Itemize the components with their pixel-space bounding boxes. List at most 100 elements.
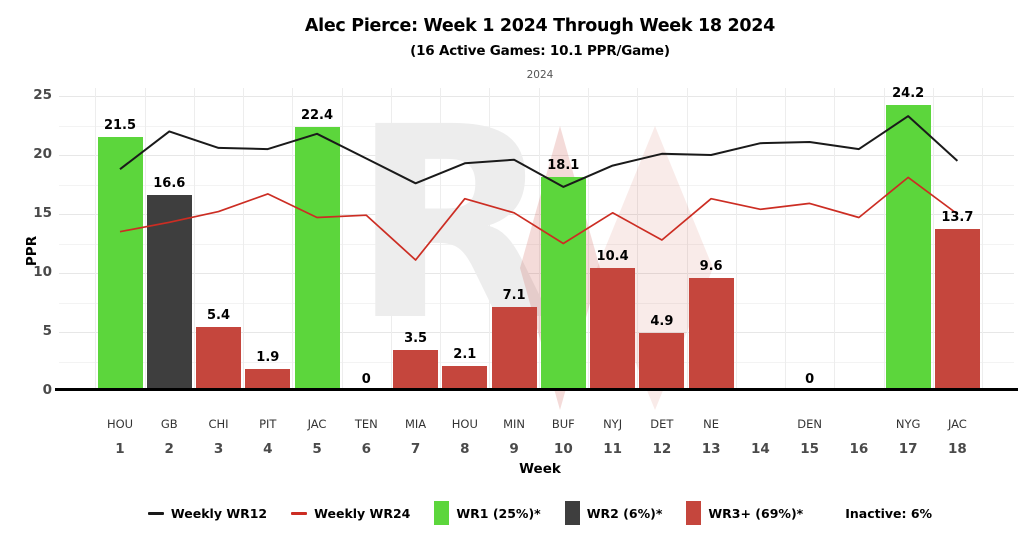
bar-week-2 xyxy=(146,195,192,391)
x-tick-opponent: DEN xyxy=(797,417,822,431)
legend-label: WR2 (6%)* xyxy=(586,505,663,521)
gridline-vertical xyxy=(932,88,934,391)
chart-title: Alec Pierce: Week 1 2024 Through Week 18… xyxy=(304,16,776,36)
bar-week-10 xyxy=(540,177,586,391)
x-tick-opponent: JAC xyxy=(307,417,327,431)
bar-week-18 xyxy=(934,229,980,391)
legend-line-swatch xyxy=(291,511,308,515)
x-tick-week: 12 xyxy=(652,441,672,457)
x-tick-opponent: JAC xyxy=(947,417,967,431)
plot-area: R 21.5 16.6 5.4 1.9 22.4 0 3.5 2.1 7.1 18.1 10.4 4.… xyxy=(55,71,1018,410)
bar-week-3 xyxy=(196,327,241,391)
x-axis-title: Week xyxy=(519,461,561,477)
bar-value-label: 24.2 xyxy=(892,86,925,102)
legend-label: Inactive: 6% xyxy=(845,505,933,521)
gridline-vertical xyxy=(489,88,491,391)
bar-week-13 xyxy=(688,277,734,391)
x-tick-week: 15 xyxy=(800,441,820,457)
x-tick-opponent: MIA xyxy=(404,417,427,431)
bar-value-label: 7.1 xyxy=(502,288,526,304)
gridline-horizontal xyxy=(59,302,1014,304)
legend-line-swatch xyxy=(147,511,164,515)
legend-color-swatch xyxy=(564,501,580,525)
gridline-vertical xyxy=(292,88,294,391)
x-tick-week: 3 xyxy=(213,441,224,457)
bar-value-label: 13.7 xyxy=(941,210,974,226)
gridline-vertical xyxy=(834,88,836,391)
x-tick-week: 18 xyxy=(948,441,967,457)
x-tick-week: 11 xyxy=(603,441,622,457)
x-tick-week: 9 xyxy=(509,441,519,457)
legend-color-swatch xyxy=(686,501,702,525)
gridline-vertical xyxy=(390,88,392,391)
x-tick-opponent: NYG xyxy=(895,417,921,431)
bar-week-7 xyxy=(393,349,439,391)
x-tick-week: 1 xyxy=(115,441,125,457)
x-tick-opponent: HOU xyxy=(106,417,134,431)
x-tick-week: 7 xyxy=(410,441,421,457)
bar-value-label: 21.5 xyxy=(103,118,137,134)
x-tick-week: 14 xyxy=(750,441,770,457)
gridline-horizontal xyxy=(59,125,1014,127)
x-tick-week: 16 xyxy=(849,441,869,457)
x-tick-week: 8 xyxy=(460,441,470,457)
gridline-vertical xyxy=(538,88,540,391)
gridline-vertical xyxy=(440,88,442,391)
x-tick-week: 2 xyxy=(164,441,174,457)
bar-value-label: 1.9 xyxy=(256,349,280,365)
x-tick-week: 6 xyxy=(361,441,371,457)
bar-week-17 xyxy=(885,105,931,391)
bar-value-label: 18.1 xyxy=(547,158,580,174)
gridline-vertical xyxy=(883,88,885,391)
bar-value-label: 9.6 xyxy=(699,258,723,274)
y-tick-label: 15 xyxy=(33,205,52,221)
bar-value-label: 0 xyxy=(805,372,815,387)
gridline-vertical xyxy=(144,88,146,391)
facet-label: 2024 xyxy=(526,69,554,81)
x-tick-week: 5 xyxy=(312,441,322,457)
bar-value-label: 16.6 xyxy=(153,176,186,192)
gridline-horizontal xyxy=(59,214,1014,215)
bar-week-9 xyxy=(491,307,537,391)
wr12-line xyxy=(119,115,959,188)
x-tick-opponent: TEN xyxy=(354,417,378,431)
x-tick-week: 17 xyxy=(898,441,918,457)
bar-value-label: 0 xyxy=(361,372,371,387)
gridline-horizontal xyxy=(59,155,1014,156)
gridline-vertical xyxy=(982,88,983,391)
y-tick-label: 0 xyxy=(42,382,52,398)
gridline-vertical xyxy=(588,88,589,391)
gridline-vertical xyxy=(341,88,343,391)
legend-item-weekly-wr12: Weekly WR12 xyxy=(147,505,268,521)
x-tick-week: 10 xyxy=(553,441,573,457)
legend-label: Weekly WR24 xyxy=(314,505,411,521)
gridline-vertical xyxy=(243,88,245,391)
y-tick-label: 25 xyxy=(33,87,52,103)
legend: Weekly WR12 Weekly WR24 WR1 (25%)* WR2 (6%)… xyxy=(56,501,1024,525)
x-tick-opponent: CHI xyxy=(208,417,229,431)
legend-item-weekly-wr24: Weekly WR24 xyxy=(291,506,410,521)
legend-label: Weekly WR12 xyxy=(170,505,268,521)
legend-label: WR3+ (69%)* xyxy=(708,505,804,521)
bar-week-8 xyxy=(442,366,488,391)
gridline-horizontal xyxy=(59,184,1014,186)
bar-value-label: 4.9 xyxy=(650,314,674,330)
x-tick-opponent: PIT xyxy=(259,417,277,431)
legend-item-wr2-6: WR2 (6%)* xyxy=(564,501,663,525)
gridline-vertical xyxy=(686,88,688,391)
x-tick-opponent: NYJ xyxy=(603,417,623,431)
gridline-vertical xyxy=(785,88,786,391)
legend-item-inactive-6: Inactive: 6% xyxy=(845,506,932,521)
legend-item-wr1-25: WR1 (25%)* xyxy=(434,501,541,525)
y-tick-label: 10 xyxy=(33,264,52,280)
x-tick-opponent: GB xyxy=(160,417,178,431)
y-tick-label: 5 xyxy=(42,323,52,339)
bar-value-label: 10.4 xyxy=(596,249,629,265)
gridline-horizontal xyxy=(59,273,1014,274)
bar-week-11 xyxy=(590,268,636,391)
gridline-vertical xyxy=(193,88,195,391)
gridline-horizontal xyxy=(59,96,1014,97)
x-axis-line xyxy=(55,388,1018,391)
bar-value-label: 22.4 xyxy=(300,107,334,123)
